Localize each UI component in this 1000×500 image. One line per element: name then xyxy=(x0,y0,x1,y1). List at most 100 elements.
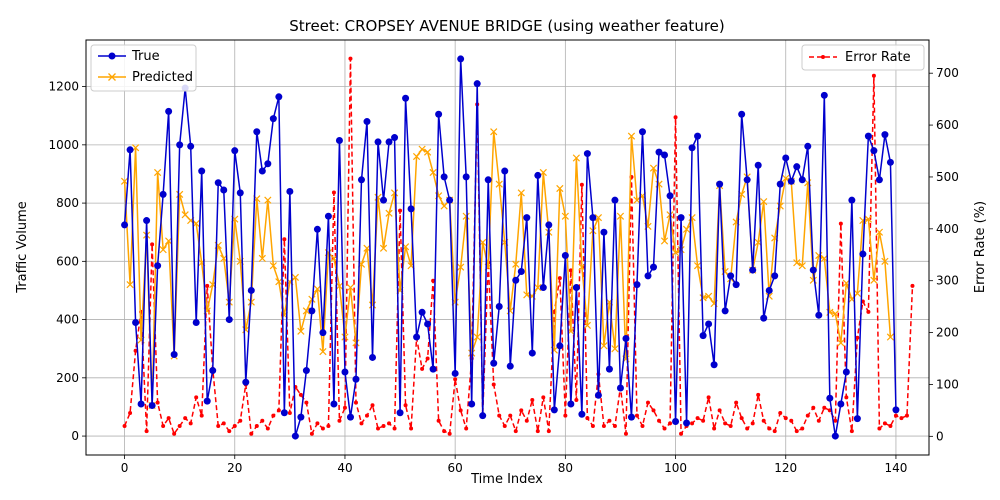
point-true xyxy=(451,369,459,377)
point-true xyxy=(269,115,277,123)
point-true xyxy=(578,410,586,418)
x-tick-label: 20 xyxy=(227,461,242,475)
point-predicted xyxy=(468,349,476,357)
point-error-rate xyxy=(838,221,843,226)
point-error-rate xyxy=(745,426,750,431)
point-true xyxy=(121,221,129,229)
point-predicted xyxy=(181,211,189,219)
point-predicted xyxy=(440,202,448,210)
point-error-rate xyxy=(276,408,281,413)
point-true xyxy=(881,131,889,139)
point-error-rate xyxy=(425,356,430,361)
point-true xyxy=(198,167,206,175)
point-predicted xyxy=(379,244,388,252)
x-tick-label: 60 xyxy=(448,461,463,475)
point-predicted xyxy=(704,292,713,300)
point-error-rate xyxy=(337,418,342,423)
point-error-rate xyxy=(183,416,188,421)
point-true xyxy=(380,196,388,204)
y2-tick-label: 200 xyxy=(936,326,959,340)
plot-frame xyxy=(85,39,930,456)
x-tick-label: 80 xyxy=(558,461,573,475)
point-error-rate xyxy=(844,395,849,400)
point-error-rate xyxy=(398,208,403,213)
point-true xyxy=(302,367,310,375)
point-true xyxy=(738,110,746,118)
point-predicted xyxy=(297,327,305,335)
point-error-rate xyxy=(409,426,414,431)
y2-tick-label: 500 xyxy=(936,170,959,184)
point-error-rate xyxy=(822,405,827,410)
legend-error-label: Error Rate xyxy=(845,50,911,65)
point-predicted xyxy=(429,168,437,177)
point-error-rate xyxy=(855,335,860,340)
legend-right: Error Rate xyxy=(801,44,925,71)
point-true xyxy=(523,214,531,222)
point-error-rate xyxy=(376,426,381,431)
point-predicted xyxy=(473,333,481,341)
point-true xyxy=(782,154,790,162)
point-true xyxy=(396,409,404,417)
point-true xyxy=(352,375,360,383)
point-error-rate xyxy=(387,421,392,426)
y2-tick-label: 600 xyxy=(936,118,959,132)
point-true xyxy=(137,400,145,408)
point-predicted xyxy=(154,168,162,177)
point-true xyxy=(793,163,801,171)
point-true xyxy=(688,144,696,152)
point-error-rate xyxy=(353,400,358,405)
point-true xyxy=(683,419,691,427)
point-error-rate xyxy=(789,418,794,423)
point-error-rate xyxy=(177,423,182,428)
point-true xyxy=(346,413,354,421)
legend-error-marker xyxy=(821,55,825,59)
point-error-rate xyxy=(238,418,243,423)
point-error-rate xyxy=(260,418,265,423)
x-tick-label: 0 xyxy=(121,461,129,475)
point-error-rate xyxy=(585,416,590,421)
point-predicted xyxy=(870,276,878,284)
point-error-rate xyxy=(910,283,915,288)
point-error-rate xyxy=(530,398,535,403)
point-true xyxy=(473,80,481,88)
series-true xyxy=(121,55,900,440)
point-true xyxy=(710,361,718,369)
point-error-rate xyxy=(607,418,612,423)
x-axis-label: Time Index xyxy=(470,472,543,487)
y2-tick-label: 400 xyxy=(936,222,959,236)
point-true xyxy=(402,94,410,102)
point-true xyxy=(374,138,382,146)
point-error-rate xyxy=(701,418,706,423)
point-predicted xyxy=(699,294,707,302)
point-true xyxy=(765,286,773,294)
point-error-rate xyxy=(271,413,276,418)
point-true xyxy=(313,225,321,233)
point-error-rate xyxy=(453,377,458,382)
point-true xyxy=(539,284,547,292)
point-predicted xyxy=(578,263,586,271)
point-true xyxy=(616,384,624,392)
point-true xyxy=(633,281,641,289)
point-true xyxy=(203,397,211,405)
point-error-rate xyxy=(524,418,529,423)
point-error-rate xyxy=(431,278,436,283)
point-true xyxy=(413,333,421,341)
point-error-rate xyxy=(783,416,788,421)
point-predicted xyxy=(793,259,801,267)
y-tick-label: 200 xyxy=(56,371,79,385)
y2-axis-label: Error Rate (%) xyxy=(973,201,988,293)
point-true xyxy=(892,406,900,414)
point-error-rate xyxy=(508,413,513,418)
point-true xyxy=(501,167,509,175)
point-error-rate xyxy=(420,366,425,371)
point-error-rate xyxy=(882,421,887,426)
point-true xyxy=(286,187,294,195)
point-error-rate xyxy=(254,423,259,428)
point-error-rate xyxy=(342,405,347,410)
point-predicted xyxy=(165,237,173,245)
point-error-rate xyxy=(205,283,210,288)
point-predicted xyxy=(176,190,184,198)
point-predicted xyxy=(523,291,531,299)
y-tick-label: 0 xyxy=(71,429,79,443)
point-true xyxy=(820,91,828,99)
